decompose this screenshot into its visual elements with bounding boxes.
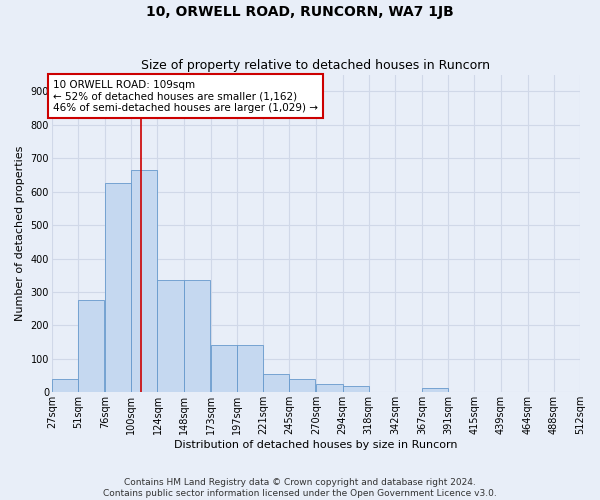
Bar <box>343 386 369 392</box>
Bar <box>422 388 448 392</box>
X-axis label: Distribution of detached houses by size in Runcorn: Distribution of detached houses by size … <box>174 440 458 450</box>
Bar <box>316 384 343 392</box>
Bar <box>52 379 78 392</box>
Title: Size of property relative to detached houses in Runcorn: Size of property relative to detached ho… <box>142 59 490 72</box>
Text: 10, ORWELL ROAD, RUNCORN, WA7 1JB: 10, ORWELL ROAD, RUNCORN, WA7 1JB <box>146 5 454 19</box>
Text: Contains HM Land Registry data © Crown copyright and database right 2024.
Contai: Contains HM Land Registry data © Crown c… <box>103 478 497 498</box>
Bar <box>184 280 210 392</box>
Bar <box>78 300 104 392</box>
Bar <box>263 374 289 392</box>
Bar <box>211 346 237 393</box>
Bar <box>131 170 157 392</box>
Bar <box>157 280 184 392</box>
Bar <box>289 379 316 392</box>
Bar <box>237 346 263 393</box>
Text: 10 ORWELL ROAD: 109sqm
← 52% of detached houses are smaller (1,162)
46% of semi-: 10 ORWELL ROAD: 109sqm ← 52% of detached… <box>53 80 318 113</box>
Y-axis label: Number of detached properties: Number of detached properties <box>15 146 25 321</box>
Bar <box>105 184 131 392</box>
